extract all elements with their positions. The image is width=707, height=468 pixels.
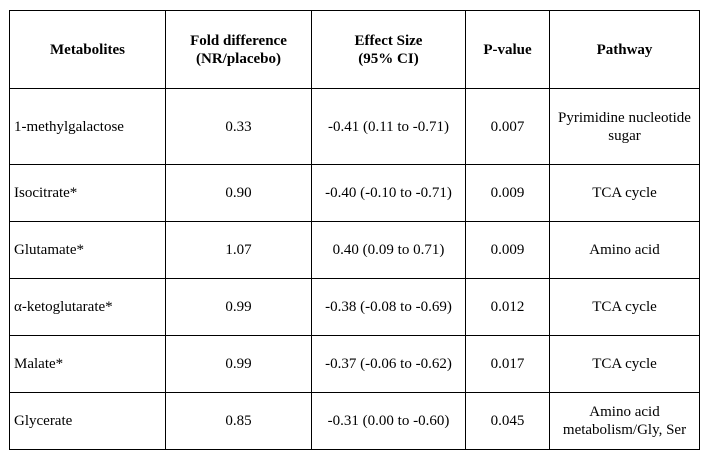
effect-size-cell: -0.37 (-0.06 to -0.62)	[311, 335, 466, 393]
pathway-cell: Amino acid	[549, 221, 700, 279]
pathway-cell: TCA cycle	[549, 164, 700, 222]
table-row: Isocitrate* 0.90 -0.40 (-0.10 to -0.71) …	[9, 164, 700, 222]
metabolite-cell: Glycerate	[9, 392, 166, 450]
table-row: Malate* 0.99 -0.37 (-0.06 to -0.62) 0.01…	[9, 335, 700, 393]
pathway-cell: TCA cycle	[549, 278, 700, 336]
p-value-cell: 0.012	[465, 278, 550, 336]
fold-difference-cell: 0.85	[165, 392, 312, 450]
header-p-value: P-value	[465, 10, 550, 89]
effect-size-cell: -0.41 (0.11 to -0.71)	[311, 88, 466, 165]
header-line: P-value	[483, 41, 532, 58]
header-line: Pathway	[596, 41, 653, 58]
pathway-line: Pyrimidine nucleotide	[558, 109, 691, 126]
fold-difference-cell: 0.33	[165, 88, 312, 165]
fold-difference-cell: 0.99	[165, 278, 312, 336]
table-row: 1-methylgalactose 0.33 -0.41 (0.11 to -0…	[9, 88, 700, 165]
p-value-cell: 0.009	[465, 164, 550, 222]
table-row: Glycerate 0.85 -0.31 (0.00 to -0.60) 0.0…	[9, 392, 700, 450]
table-row: α-ketoglutarate* 0.99 -0.38 (-0.08 to -0…	[9, 278, 700, 336]
pathway-line: metabolism/Gly, Ser	[562, 422, 687, 438]
header-line: (NR/placebo)	[196, 50, 281, 67]
header-fold-difference: Fold difference (NR/placebo)	[165, 10, 312, 89]
effect-size-cell: 0.40 (0.09 to 0.71)	[311, 221, 466, 279]
header-metabolites: Metabolites	[9, 10, 166, 89]
header-effect-size: Effect Size (95% CI)	[311, 10, 466, 89]
table-header-row: Metabolites Fold difference (NR/placebo)…	[9, 10, 700, 89]
metabolite-cell: α-ketoglutarate*	[9, 278, 166, 336]
metabolite-cell: 1-methylgalactose	[9, 88, 166, 165]
pathway-cell: Pyrimidine nucleotide sugar	[549, 88, 700, 165]
effect-size-cell: -0.31 (0.00 to -0.60)	[311, 392, 466, 450]
metabolite-cell: Glutamate*	[9, 221, 166, 279]
header-line: Metabolites	[50, 41, 125, 58]
header-line: (95% CI)	[358, 50, 419, 67]
fold-difference-cell: 0.90	[165, 164, 312, 222]
pathway-line: sugar	[608, 127, 641, 144]
header-line: Fold difference	[190, 32, 287, 49]
p-value-cell: 0.017	[465, 335, 550, 393]
effect-size-cell: -0.40 (-0.10 to -0.71)	[311, 164, 466, 222]
fold-difference-cell: 1.07	[165, 221, 312, 279]
pathway-cell: Amino acid metabolism/Gly, Ser	[549, 392, 700, 450]
header-pathway: Pathway	[549, 10, 700, 89]
pathway-cell: TCA cycle	[549, 335, 700, 393]
p-value-cell: 0.009	[465, 221, 550, 279]
metabolite-cell: Malate*	[9, 335, 166, 393]
p-value-cell: 0.007	[465, 88, 550, 165]
p-value-cell: 0.045	[465, 392, 550, 450]
table-row: Glutamate* 1.07 0.40 (0.09 to 0.71) 0.00…	[9, 221, 700, 279]
effect-size-cell: -0.38 (-0.08 to -0.69)	[311, 278, 466, 336]
metabolite-cell: Isocitrate*	[9, 164, 166, 222]
pathway-line: Amino acid	[589, 404, 660, 420]
metabolites-table: Metabolites Fold difference (NR/placebo)…	[9, 10, 700, 450]
header-line: Effect Size	[354, 32, 423, 49]
fold-difference-cell: 0.99	[165, 335, 312, 393]
